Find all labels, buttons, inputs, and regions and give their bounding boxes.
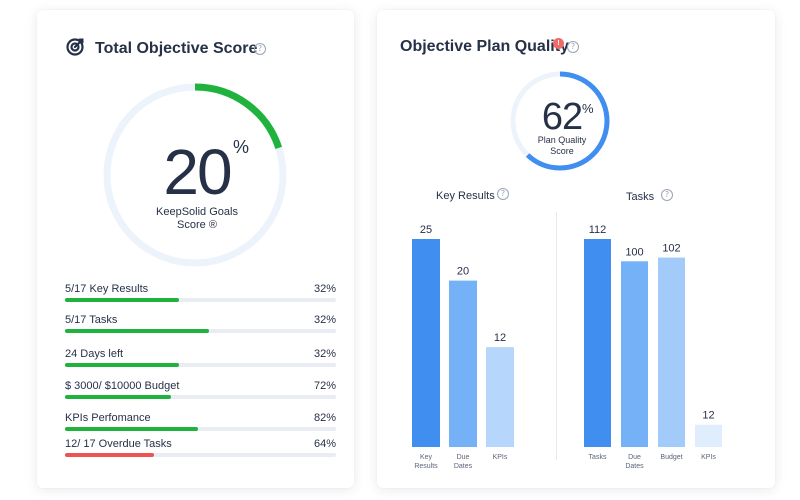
plan-quality-label-line2: Score [550, 146, 574, 156]
warning-badge[interactable]: ! [553, 38, 564, 49]
score-row-percent: 32% [313, 348, 336, 360]
total-objective-score-card: Total Objective Score ? 20 % KeepSolid G… [37, 10, 354, 488]
bar-value-label: 12 [494, 332, 506, 344]
total-score-label: KeepSolid Goals Score ® [132, 206, 262, 232]
plan-quality-ring [510, 71, 610, 171]
score-row-progress-track [65, 363, 336, 367]
bar-category-label: KPIs [493, 454, 508, 461]
total-score-title: Total Objective Score [95, 40, 258, 57]
key-results-help-icon[interactable]: ? [497, 188, 509, 200]
plan-quality-label-line1: Plan Quality [537, 135, 587, 145]
key-results-bar-chart: 25 Key Results 20 Due Dates 12 KPIs [412, 224, 514, 470]
tasks-help-icon[interactable]: ? [661, 189, 673, 201]
score-row-progress-fill [65, 329, 209, 333]
score-row-progress-fill [65, 298, 179, 302]
chart-divider [556, 212, 557, 460]
score-row-progress-track [65, 427, 336, 431]
bar-tasks[interactable] [584, 239, 611, 447]
tasks-bar-chart: 112 Tasks 100 Due Dates 102 Budget 12 KPIs [584, 224, 722, 470]
bar-value-label: 20 [457, 266, 469, 278]
score-row-percent: 82% [313, 412, 336, 424]
bar-category-label: Budget [660, 454, 682, 461]
score-row: 12/ 17 Overdue Tasks 64% [65, 438, 336, 466]
score-row-progress-track [65, 395, 336, 399]
score-row-progress-track [65, 298, 336, 302]
total-score-ring-fill [103, 83, 287, 267]
score-row: 24 Days left 32% [65, 348, 336, 376]
total-score-percent-sign: % [233, 137, 250, 157]
bar-category-label: Tasks [589, 454, 607, 461]
score-row-label: $ 3000/ $10000 Budget [65, 380, 180, 392]
plan-quality-title: Objective Plan Quality [400, 38, 569, 55]
total-score-label-line1: KeepSolid Goals [156, 206, 238, 218]
bar-category-label: Due Dates [454, 454, 473, 470]
score-row-percent: 32% [313, 283, 336, 295]
bar-value-label: 112 [589, 224, 607, 236]
bar-kpis[interactable] [695, 424, 722, 447]
objective-plan-quality-card: Objective Plan Quality ! ? 62 % Plan Qua… [377, 10, 775, 488]
score-row-progress-fill [65, 395, 171, 399]
score-row: 5/17 Tasks 32% [65, 314, 336, 342]
score-row-label: 24 Days left [65, 348, 124, 360]
bar-value-label: 100 [625, 246, 643, 258]
target-icon [66, 38, 84, 56]
score-row-progress-track [65, 453, 336, 457]
bar-category-label: KPIs [701, 454, 716, 461]
score-row-label: 5/17 Key Results [65, 283, 149, 295]
score-row-label: 5/17 Tasks [65, 314, 118, 326]
bar-due-dates[interactable] [621, 261, 648, 447]
score-row-percent: 32% [313, 314, 336, 326]
score-row-label: 12/ 17 Overdue Tasks [65, 438, 172, 450]
total-score-value: 20 [163, 136, 232, 208]
plan-quality-label: Plan Quality Score [522, 135, 602, 157]
score-row-progress-fill [65, 427, 198, 431]
bar-category-label: Key Results [414, 454, 438, 470]
total-score-ring [103, 83, 287, 267]
score-row-label: KPIs Perfomance [65, 412, 151, 424]
plan-quality-value: 62 [541, 96, 583, 138]
bar-due-dates[interactable] [449, 280, 477, 447]
key-results-chart-title: Key Results [436, 190, 495, 202]
score-row-percent: 72% [313, 380, 336, 392]
score-row-progress-fill [65, 453, 155, 457]
plan-quality-percent-sign: % [582, 101, 594, 116]
bar-kpis[interactable] [486, 347, 514, 447]
bar-value-label: 102 [662, 243, 680, 255]
total-score-label-line2: Score ® [177, 219, 217, 231]
tasks-chart-title: Tasks [626, 191, 655, 203]
score-row: $ 3000/ $10000 Budget 72% [65, 380, 336, 408]
score-row: 5/17 Key Results 32% [65, 283, 336, 311]
total-score-help-icon[interactable]: ? [254, 43, 266, 55]
plan-quality-ring-fill [510, 71, 610, 171]
score-row-percent: 64% [313, 438, 336, 450]
bar-budget[interactable] [658, 257, 685, 447]
bar-category-label: Due Dates [625, 454, 644, 470]
plan-quality-help-icon[interactable]: ? [567, 41, 579, 53]
bar-value-label: 12 [702, 410, 714, 422]
bar-key-results[interactable] [412, 239, 440, 447]
score-row: KPIs Perfomance 82% [65, 412, 336, 440]
score-row-progress-fill [65, 363, 179, 367]
bar-value-label: 25 [420, 224, 432, 236]
score-row-progress-track [65, 329, 336, 333]
